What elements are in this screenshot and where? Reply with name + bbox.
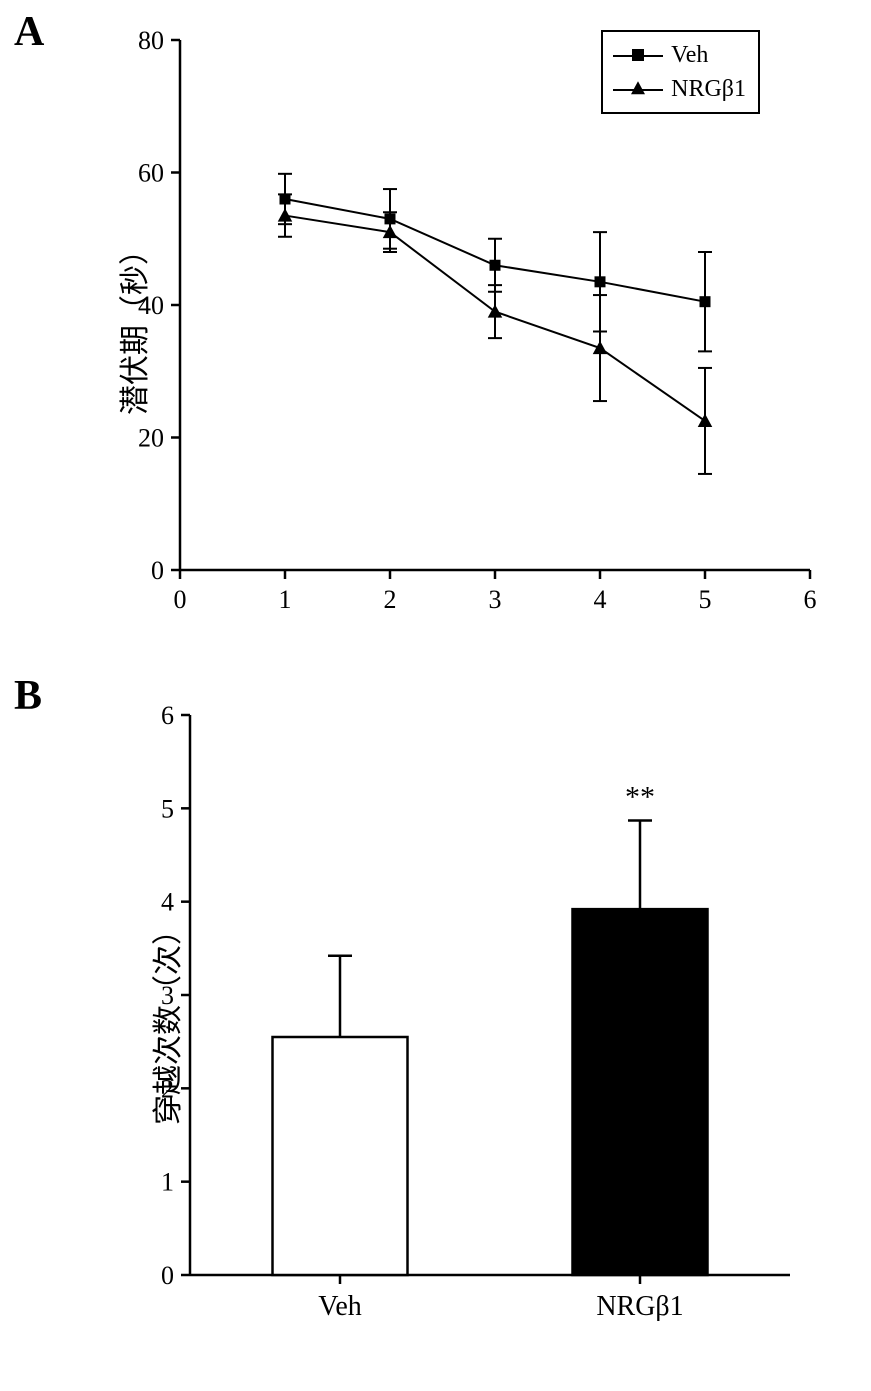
- svg-text:5: 5: [699, 585, 712, 614]
- figure-container: A 潜伏期（秒） 0204060800123456 Veh NRGβ1 B 穿越: [0, 0, 871, 1391]
- panel-b-chart: 0123456VehNRGβ1**: [130, 695, 820, 1345]
- panel-b: 穿越次数（次） 0123456VehNRGβ1**: [130, 695, 820, 1345]
- svg-text:4: 4: [161, 888, 174, 917]
- svg-text:0: 0: [151, 556, 164, 585]
- svg-text:3: 3: [489, 585, 502, 614]
- svg-text:0: 0: [161, 1261, 174, 1290]
- svg-text:2: 2: [384, 585, 397, 614]
- legend-label-nrg: NRGβ1: [671, 76, 746, 103]
- svg-text:1: 1: [161, 1168, 174, 1197]
- legend-row-veh: Veh: [613, 38, 746, 72]
- svg-text:NRGβ1: NRGβ1: [596, 1291, 683, 1322]
- legend-label-veh: Veh: [671, 42, 708, 69]
- panel-a-label: A: [14, 8, 44, 56]
- panel-b-ylabel: 穿越次数（次）: [143, 915, 187, 1125]
- panel-b-label: B: [14, 672, 42, 720]
- svg-text:4: 4: [594, 585, 607, 614]
- svg-text:60: 60: [138, 159, 164, 188]
- square-icon: [632, 49, 644, 61]
- panel-a-ylabel: 潜伏期（秒）: [110, 235, 154, 415]
- svg-text:5: 5: [161, 794, 174, 823]
- svg-text:6: 6: [804, 585, 817, 614]
- svg-text:0: 0: [174, 585, 187, 614]
- panel-a: 潜伏期（秒） 0204060800123456 Veh NRGβ1: [110, 20, 840, 630]
- panel-a-legend: Veh NRGβ1: [601, 30, 760, 114]
- legend-marker-nrg: [613, 79, 663, 99]
- svg-text:**: **: [625, 780, 655, 813]
- svg-text:1: 1: [279, 585, 292, 614]
- svg-text:20: 20: [138, 424, 164, 453]
- svg-text:Veh: Veh: [318, 1291, 362, 1322]
- legend-row-nrg: NRGβ1: [613, 72, 746, 106]
- svg-text:80: 80: [138, 26, 164, 55]
- legend-marker-veh: [613, 45, 663, 65]
- svg-text:6: 6: [161, 701, 174, 730]
- triangle-icon: [631, 81, 645, 94]
